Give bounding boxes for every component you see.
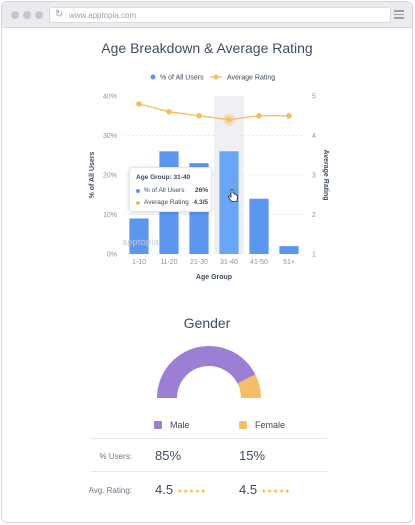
y2-tick-label: 3 [312, 173, 316, 180]
address-bar[interactable]: ↻ www.apptopia.com [49, 7, 391, 23]
rating-line [138, 103, 289, 121]
female-users-value: 15% [239, 448, 266, 463]
legend-female[interactable]: Female [239, 420, 285, 430]
male-star-rating-icon: ★★★★★ [177, 489, 207, 495]
window-maximize-dot[interactable] [35, 11, 43, 19]
y-tick-label: 0% [107, 252, 117, 259]
bar [249, 198, 269, 254]
x-axis-title: Age Group [196, 274, 232, 281]
y-tick-label: 10% [103, 212, 117, 219]
rating-point [166, 109, 172, 115]
menu-icon[interactable] [394, 10, 404, 21]
chart-tooltip: Age Group: 31-40 % of All Users 26% Aver… [129, 167, 212, 212]
legend-bar-swatch [150, 74, 156, 80]
age-rating-chart: 0% 10% 20% 30% 40% 1 2 3 4 5 1-10 11-20 21-30 31-40 41… [89, 74, 329, 281]
male-rating-value: 4.5 [155, 482, 174, 497]
gender-title: Gender [183, 315, 231, 331]
users-row-label: % Users: [99, 452, 132, 461]
bar [129, 218, 149, 254]
x-tick-label: 51+ [283, 259, 295, 266]
y2-tick-label: 2 [312, 212, 316, 219]
bar [279, 246, 299, 254]
divider [90, 471, 327, 472]
x-tick-label: 31-40 [220, 259, 238, 266]
female-rating-value: 4.5 [239, 482, 258, 497]
url-text: www.apptopia.com [69, 11, 137, 20]
male-swatch [154, 421, 162, 429]
female-segment[interactable] [237, 374, 262, 398]
rating-row-label: Avg. Rating: [88, 486, 132, 495]
female-star-rating-icon: ★★★★★ [261, 489, 291, 495]
y-tick-label: 20% [103, 173, 117, 180]
window-minimize-dot[interactable] [23, 11, 31, 19]
tooltip-line-swatch [136, 201, 140, 205]
y2-tick-label: 1 [312, 252, 316, 259]
rating-point [286, 112, 292, 119]
x-tick-label: 1-10 [132, 259, 146, 266]
y-axis-title: % of All Users [89, 151, 96, 198]
tooltip-bar-swatch [136, 189, 140, 193]
y-tick-label: 40% [103, 94, 117, 101]
gender-half-donut [157, 346, 262, 398]
legend-male[interactable]: Male [154, 420, 190, 430]
y2-tick-label: 4 [312, 133, 316, 140]
tooltip-title: Age Group: 31-40 [136, 174, 191, 181]
rating-point [136, 101, 142, 107]
legend-female-label: Female [255, 420, 286, 430]
legend-line-label: Average Rating [227, 75, 275, 82]
male-segment[interactable] [157, 346, 256, 398]
pointer-cursor-icon [228, 189, 238, 202]
browser-toolbar: ↻ www.apptopia.com [2, 2, 412, 28]
tooltip-value: 4.3/5 [193, 199, 208, 206]
legend-line-marker [213, 74, 219, 80]
rating-point [226, 116, 232, 123]
y2-tick-label: 5 [312, 94, 316, 101]
legend-bar-label: % of All Users [160, 75, 204, 82]
window-close-dot[interactable] [11, 11, 19, 19]
watermark-logo: apptopia [122, 237, 159, 247]
female-rating: 4.5 ★★★★★ [239, 482, 290, 497]
rating-point [196, 112, 202, 119]
male-users-value: 85% [155, 448, 182, 463]
tooltip-value: 26% [194, 187, 208, 194]
y2-axis-title: Average Rating [322, 149, 329, 200]
rating-point [256, 112, 262, 119]
y-tick-label: 30% [103, 133, 117, 140]
reload-icon[interactable]: ↻ [55, 9, 64, 20]
divider [90, 438, 327, 439]
tooltip-label: % of All Users [144, 187, 185, 194]
legend-male-label: Male [170, 420, 190, 430]
x-tick-label: 41-50 [250, 259, 268, 266]
chart-title: Age Breakdown & Average Rating [101, 40, 313, 56]
male-rating: 4.5 ★★★★★ [155, 482, 206, 497]
tooltip-label: Average Rating [144, 199, 189, 206]
bar [219, 151, 239, 254]
female-swatch [239, 421, 247, 429]
x-tick-label: 21-30 [190, 259, 208, 266]
x-tick-label: 11-20 [160, 259, 177, 266]
